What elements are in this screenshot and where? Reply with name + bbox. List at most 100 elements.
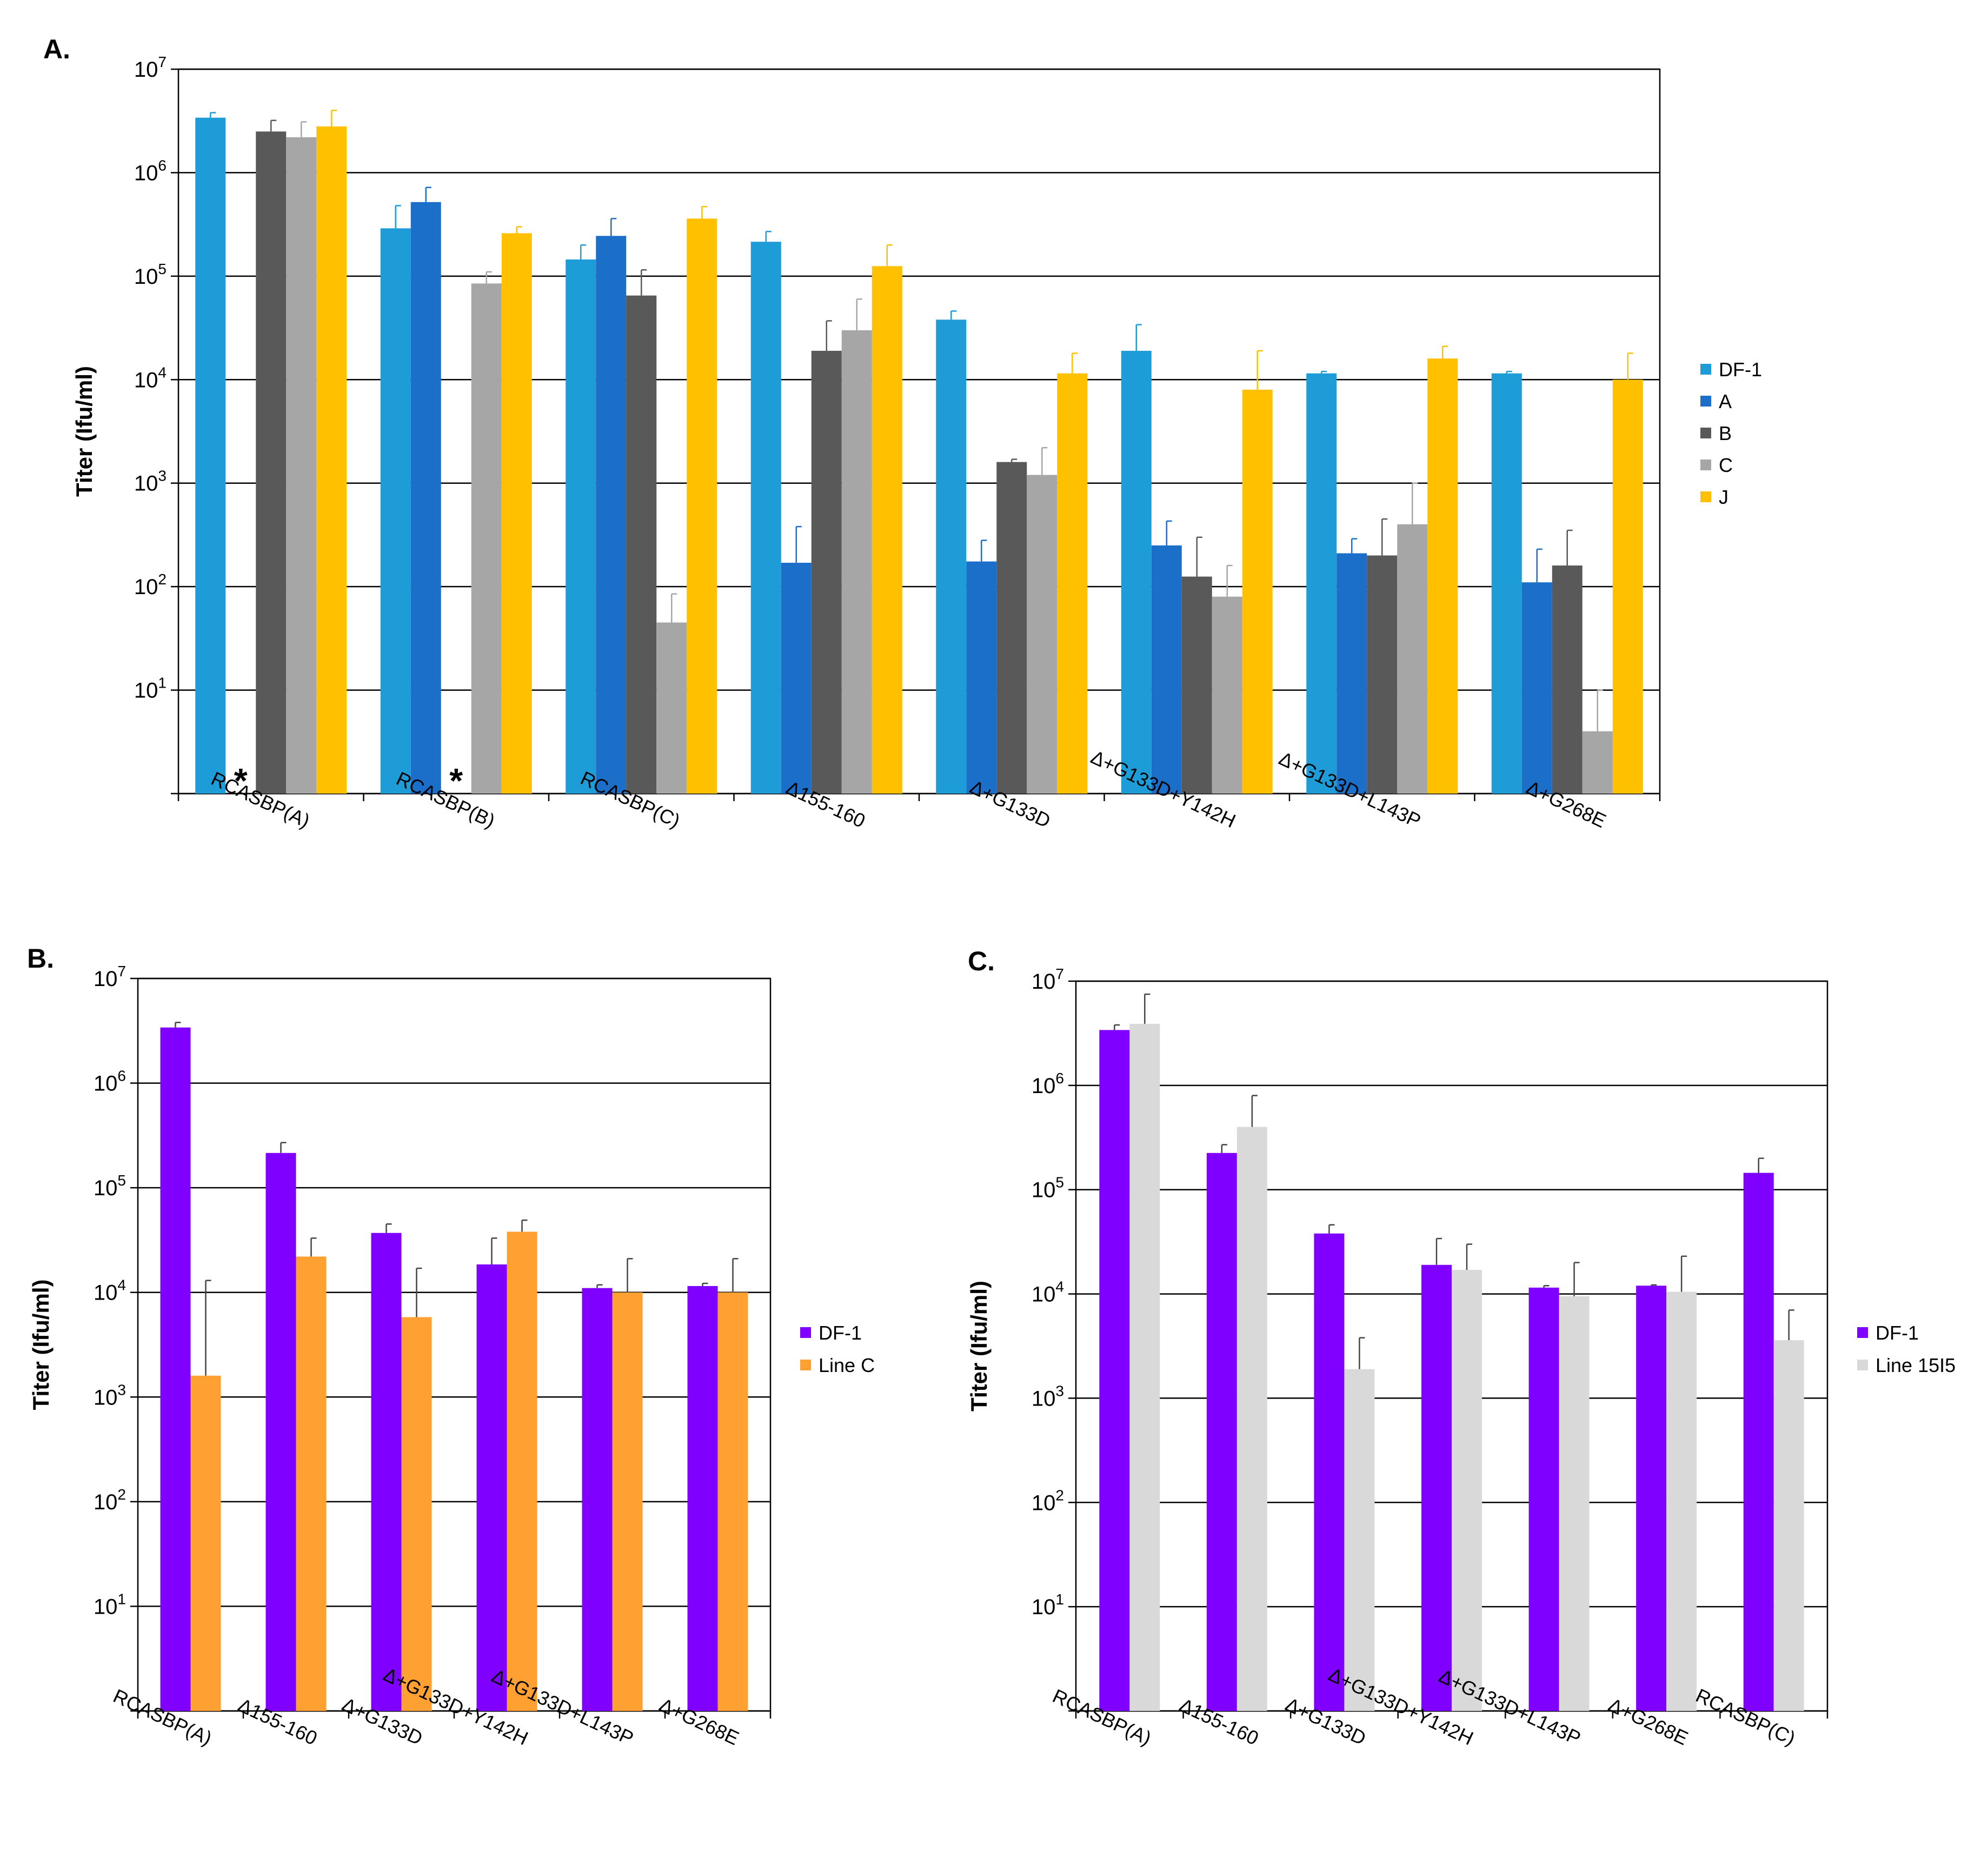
bar [687,218,717,794]
bar [380,228,411,794]
legend-swatch [1857,1360,1868,1370]
bar [265,1153,296,1711]
bar [996,462,1027,794]
bar [582,1288,613,1711]
bar [160,1027,191,1711]
bar [1612,379,1643,794]
bar [1337,553,1367,794]
y-axis-label: Titer (Ifu/ml) [28,1280,54,1410]
bar [1212,596,1242,794]
missing-data-star: * [234,761,248,800]
bar [612,1292,643,1711]
bar [1206,1153,1237,1711]
bar [841,330,872,794]
bar [286,137,317,794]
bar [1666,1291,1697,1711]
bar [256,131,287,794]
missing-data-star: * [449,761,463,800]
bar [1521,582,1552,794]
bar [936,319,967,794]
bar [596,236,627,794]
bar [1491,373,1522,794]
y-tick-label: 103 [1032,1382,1064,1410]
legend-swatch [1700,491,1711,502]
bar [872,266,902,794]
bar [566,259,596,794]
y-tick-label: 104 [94,1277,126,1305]
bar [1151,545,1182,794]
bar [1129,1023,1160,1711]
y-tick-label: 106 [1032,1070,1064,1098]
legend-label: C [1719,454,1733,476]
bar [1099,1030,1130,1711]
y-tick-label: 107 [94,963,126,991]
y-tick-label: 106 [134,157,167,185]
legend-label: DF-1 [819,1322,862,1344]
bar [717,1292,748,1711]
y-tick-label: 106 [94,1068,126,1096]
bar [687,1286,718,1711]
y-tick-label: 103 [94,1381,126,1409]
bar [811,350,842,794]
legend-swatch [1700,459,1711,470]
bar [966,561,997,794]
legend-label: DF-1 [1719,358,1762,381]
bar [195,117,226,794]
y-tick-label: 105 [134,261,167,289]
plot-frame [137,977,772,1712]
bar [1121,350,1152,794]
bar [1027,475,1058,794]
bar [1427,358,1458,794]
bar [1582,731,1613,794]
bar [371,1233,402,1711]
bar [1397,524,1428,794]
y-axis-label: Titer (Ifu/ml) [71,366,97,497]
bar [1306,373,1337,794]
bar [476,1264,507,1711]
bar [1743,1173,1774,1711]
bar [1421,1264,1452,1711]
legend-swatch [1700,364,1711,375]
y-tick-label: 105 [1032,1174,1064,1202]
bar [656,622,687,794]
y-tick-label: 107 [1032,965,1064,994]
legend-label: A [1719,390,1732,412]
y-tick-label: 102 [94,1486,126,1514]
y-tick-label: 104 [134,364,167,392]
legend-swatch [1700,396,1711,407]
y-axis-label: Titer (Ifu/ml) [966,1281,992,1411]
bar [1452,1270,1482,1711]
y-tick-label: 107 [134,54,167,82]
legend-label: Line C [819,1354,875,1376]
bar [401,1317,432,1711]
legend-swatch [800,1360,811,1370]
panel-letter: A. [43,34,70,64]
bar [1367,555,1398,794]
y-tick-label: 101 [134,675,167,703]
y-tick-label: 104 [1032,1278,1064,1307]
bar [1559,1296,1590,1711]
bar [1773,1340,1804,1711]
legend-label: Line 15I5 [1876,1354,1956,1376]
bar [507,1231,537,1711]
bar [1528,1287,1559,1711]
bar [781,563,812,794]
legend-swatch [1857,1327,1868,1338]
bar [190,1375,221,1711]
y-tick-label: 101 [1032,1591,1064,1619]
bar [1242,389,1273,794]
y-tick-label: 102 [134,571,167,599]
bar [316,126,347,794]
bar [1236,1127,1267,1711]
y-tick-label: 101 [94,1590,126,1619]
bar [296,1256,327,1711]
bar [626,295,657,794]
y-tick-label: 103 [134,468,167,496]
legend-label: J [1719,486,1728,508]
bar [1181,576,1212,794]
bar [471,283,502,794]
panel-letter: C. [968,946,995,976]
